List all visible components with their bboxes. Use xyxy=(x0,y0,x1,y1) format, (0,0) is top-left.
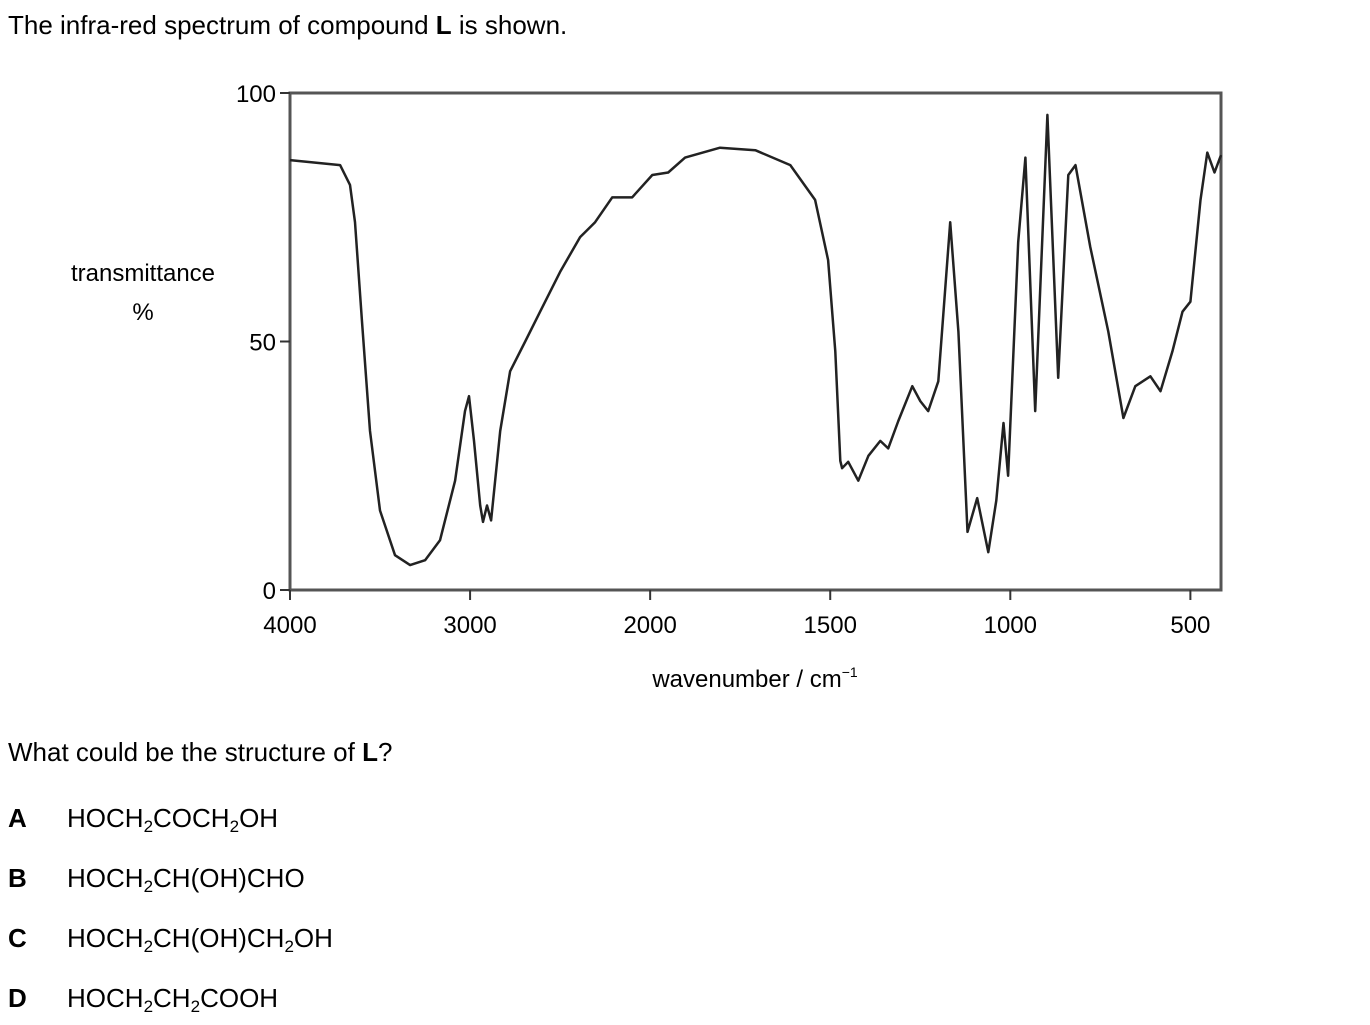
x-tick-label: 3000 xyxy=(443,612,496,639)
subscript: 2 xyxy=(144,937,153,956)
formula-part: OH xyxy=(239,803,278,833)
option-formula: HOCH2CH(OH)CHO xyxy=(67,863,305,896)
intro-text-part: is shown. xyxy=(452,10,568,40)
option-formula: HOCH2CH2COOH xyxy=(67,983,278,1016)
question-text-part: What could be the structure of xyxy=(8,737,362,767)
x-axis-label-text: wavenumber / cm xyxy=(651,666,841,693)
option-letter: A xyxy=(8,803,27,833)
y-axis-unit: % xyxy=(132,299,153,326)
subscript: 2 xyxy=(284,937,293,956)
formula-part: CH(OH)CHO xyxy=(153,863,305,893)
subscript: 2 xyxy=(144,817,153,836)
option-formula: HOCH2CH(OH)CH2OH xyxy=(67,923,333,956)
subscript: 2 xyxy=(144,877,153,896)
plot-frame xyxy=(288,91,1223,592)
question-text-part: L xyxy=(362,737,378,767)
x-axis-label-exponent: −1 xyxy=(842,664,858,680)
subscript: 2 xyxy=(191,997,200,1016)
formula-part: HOCH xyxy=(67,863,144,893)
formula-part: HOCH xyxy=(67,923,144,953)
formula-part: OH xyxy=(294,923,333,953)
y-tick-label: 0 xyxy=(263,578,276,605)
option-letter: B xyxy=(8,863,27,893)
intro-text: The infra-red spectrum of compound L is … xyxy=(8,10,567,40)
spectrum-line xyxy=(289,113,1223,567)
intro-text-part: The infra-red spectrum of compound xyxy=(8,10,436,40)
x-axis-label: wavenumber / cm−1 xyxy=(651,664,858,693)
y-tick-label: 50 xyxy=(249,330,276,357)
x-tick-label: 1500 xyxy=(804,612,857,639)
intro-text-part: L xyxy=(436,10,452,40)
y-tick-label: 100 xyxy=(236,81,276,108)
option-formula: HOCH2COCH2OH xyxy=(67,803,278,836)
x-tick-label: 2000 xyxy=(623,612,676,639)
question-text-part: ? xyxy=(378,737,392,767)
formula-part: CH(OH)CH xyxy=(153,923,284,953)
formula-part: COOH xyxy=(200,983,278,1013)
question-text: What could be the structure of L? xyxy=(8,737,392,767)
option-letter: C xyxy=(8,923,27,953)
subscript: 2 xyxy=(230,817,239,836)
subscript: 2 xyxy=(144,997,153,1016)
y-axis-label: transmittance xyxy=(71,260,215,287)
x-tick-label: 500 xyxy=(1170,612,1210,639)
formula-part: CH xyxy=(153,983,191,1013)
x-tick-label: 1000 xyxy=(984,612,1037,639)
formula-part: HOCH xyxy=(67,983,144,1013)
option-letter: D xyxy=(8,983,27,1013)
formula-part: COCH xyxy=(153,803,230,833)
formula-part: HOCH xyxy=(67,803,144,833)
x-tick-label: 4000 xyxy=(263,612,316,639)
